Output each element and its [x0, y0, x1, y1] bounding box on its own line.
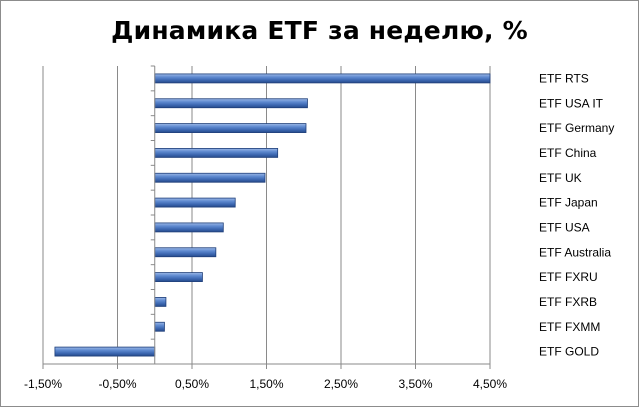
category-label: ETF USA — [539, 220, 590, 234]
label-layer: -1,50% -0,50% 0,50% 1,50% 2,50% 3,50% 4,50% ETF… — [24, 71, 614, 391]
grid-layer — [42, 66, 491, 364]
bar-etf-fxru — [154, 272, 203, 282]
category-label: ETF Australia — [539, 245, 611, 259]
x-tick-label: 1,50% — [249, 377, 283, 391]
category-label: ETF RTS — [539, 71, 589, 85]
category-label: ETF FXRU — [539, 270, 598, 284]
bar-etf-rts — [154, 73, 491, 84]
axis-layer — [42, 65, 491, 369]
bar-etf-australia — [154, 247, 217, 258]
bar-etf-fxmm — [154, 321, 165, 332]
category-label: ETF Japan — [539, 196, 598, 210]
bar-etf-fxrb — [154, 297, 167, 307]
bar-layer — [54, 73, 491, 357]
bar-etf-usa-it — [154, 98, 308, 109]
x-tick-label: 0,50% — [175, 377, 209, 391]
x-tick-label: 3,50% — [398, 377, 432, 391]
bar-etf-uk — [154, 172, 266, 183]
chart-title: Динамика ETF за неделю, % — [111, 16, 528, 45]
category-label: ETF USA IT — [539, 96, 604, 110]
x-tick-label: -1,50% — [24, 377, 62, 391]
bar-etf-germany — [154, 123, 307, 133]
category-label: ETF FXMM — [539, 320, 600, 334]
category-label: ETF Germany — [539, 121, 614, 135]
category-label: ETF UK — [539, 171, 582, 185]
bar-etf-usa — [154, 222, 224, 233]
bar-etf-china — [154, 148, 279, 158]
x-tick-label: -0,50% — [98, 377, 136, 391]
x-tick-label: 4,50% — [473, 377, 507, 391]
bar-etf-gold — [54, 346, 156, 357]
category-label: ETF FXRB — [539, 295, 597, 309]
category-label: ETF GOLD — [539, 345, 599, 359]
category-label: ETF China — [539, 146, 597, 160]
bar-etf-japan — [154, 197, 236, 208]
x-tick-label: 2,50% — [324, 377, 358, 391]
